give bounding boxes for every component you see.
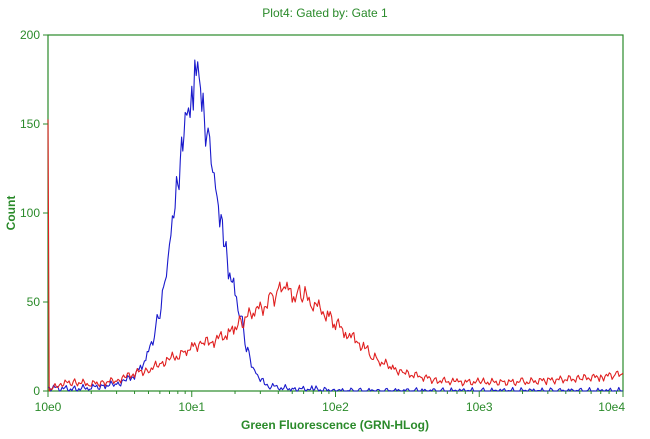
y-axis: 0 50 100 150 200: [20, 28, 48, 398]
plot-frame: [47, 34, 624, 392]
y-tick-label: 150: [20, 117, 40, 131]
y-tick-label: 100: [20, 206, 40, 220]
x-tick-label: 10e0: [35, 400, 62, 414]
x-axis: 10e0 10e1 10e2 10e3 10e4: [35, 391, 625, 414]
x-tick-label: 10e3: [466, 400, 493, 414]
y-axis-title: Count: [4, 196, 18, 231]
curves-layer: [47, 59, 624, 392]
chart-title: Plot4: Gated by: Gate 1: [262, 6, 388, 20]
x-tick-label: 10e4: [598, 400, 625, 414]
plot-area: [47, 34, 624, 392]
x-tick-label: 10e1: [178, 400, 205, 414]
series-line-1: [47, 119, 624, 392]
y-tick-label: 0: [33, 384, 40, 398]
x-axis-title: Green Fluorescence (GRN-HLog): [241, 418, 429, 432]
x-tick-label: 10e2: [322, 400, 349, 414]
y-tick-label: 50: [27, 295, 41, 309]
y-tick-label: 200: [20, 28, 40, 42]
series-line-0: [48, 59, 623, 392]
